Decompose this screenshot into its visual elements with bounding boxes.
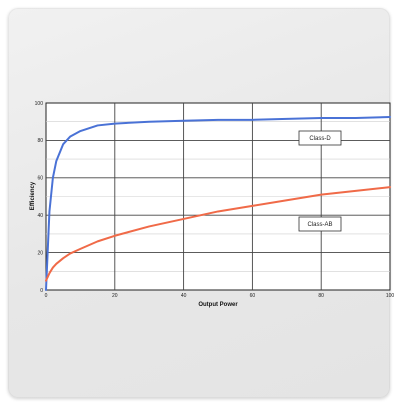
series-layer xyxy=(45,116,391,291)
legend-class-ab: Class-AB xyxy=(298,216,342,232)
legend-class-d-label: Class-D xyxy=(309,136,331,142)
legend-class-ab-label: Class-AB xyxy=(307,222,332,228)
y-tick-label: 0 xyxy=(40,288,43,294)
series-line-class-d xyxy=(45,116,391,291)
tick-labels: 0 20 40 60 80 100 0 20 40 60 80 100 xyxy=(35,101,395,299)
y-tick-label: 20 xyxy=(37,250,43,256)
y-tick-label: 40 xyxy=(37,213,43,219)
legend-class-d-box xyxy=(298,130,342,146)
x-tick-label: 80 xyxy=(318,293,324,299)
x-tick-label: 0 xyxy=(45,293,48,299)
y-axis-label: Efficiency xyxy=(30,181,36,210)
x-tick-label: 40 xyxy=(181,293,187,299)
x-tick-label: 20 xyxy=(112,293,118,299)
legend-class-d: Class-D xyxy=(298,130,342,146)
x-axis-label: Output Power xyxy=(198,302,238,308)
series-line-class-ab xyxy=(45,186,391,282)
legend-class-ab-box xyxy=(298,216,342,232)
y-tick-label: 100 xyxy=(35,101,44,107)
x-tick-label: 60 xyxy=(250,293,256,299)
x-tick-label: 100 xyxy=(386,293,395,299)
y-tick-label: 80 xyxy=(37,138,43,144)
y-tick-label: 60 xyxy=(37,176,43,182)
minor-gridlines xyxy=(46,121,390,272)
